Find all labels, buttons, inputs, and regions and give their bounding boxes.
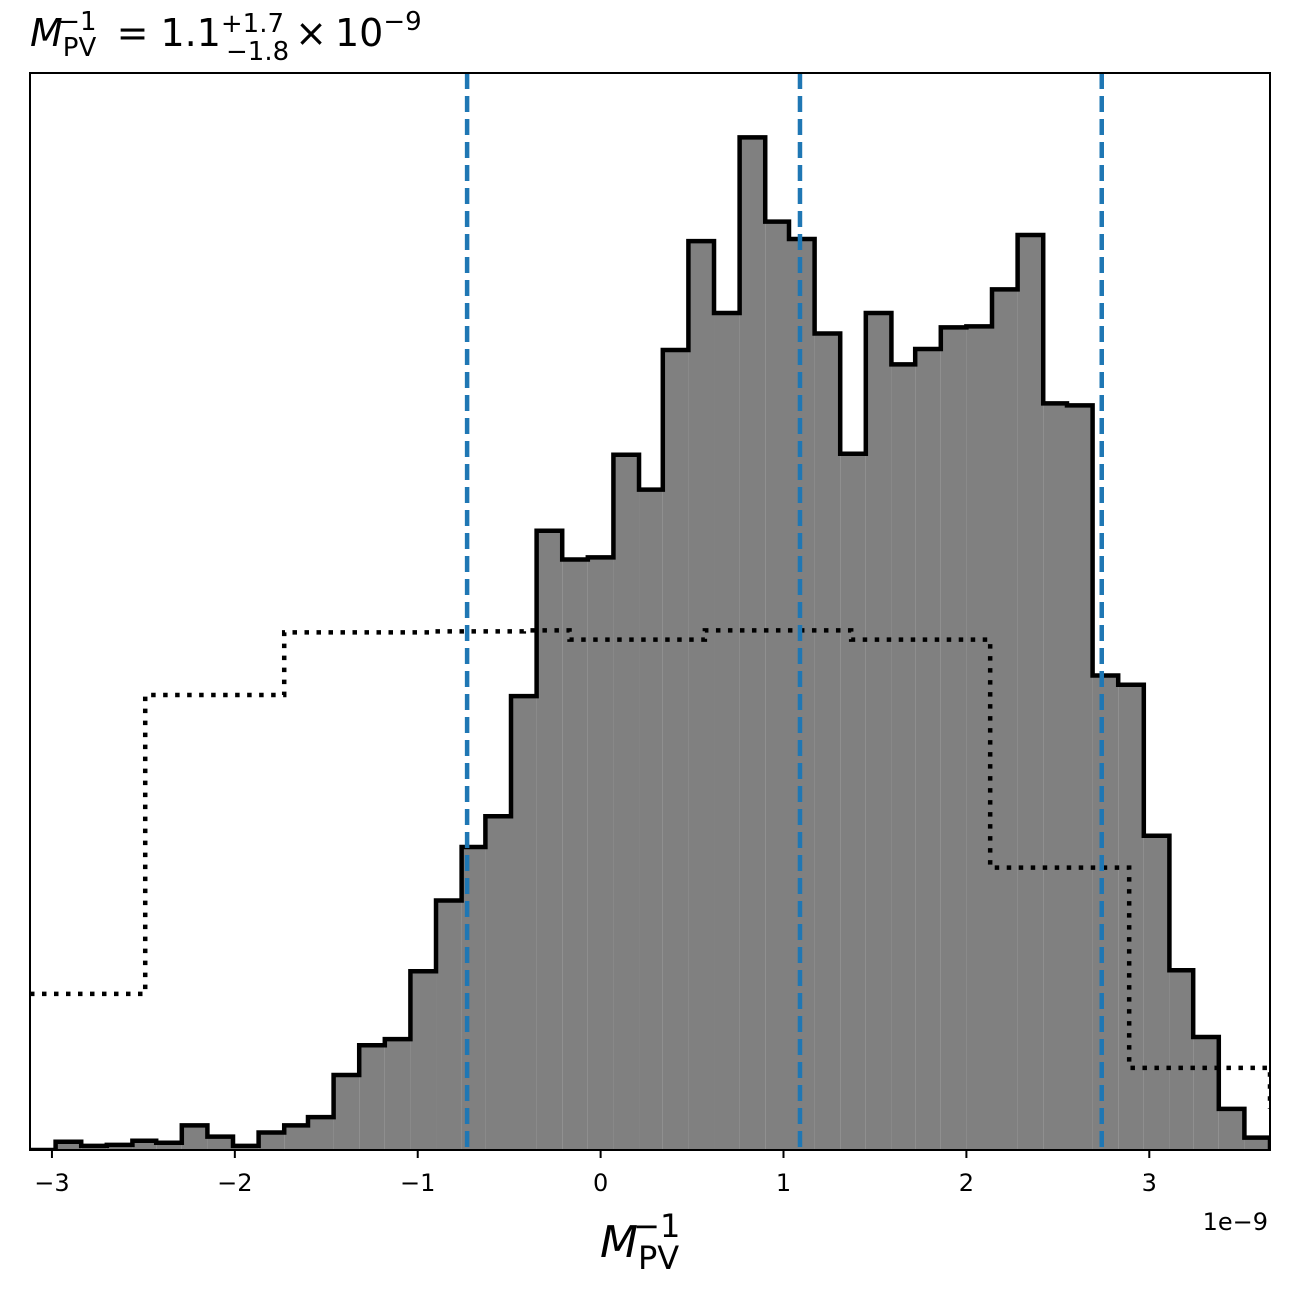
posterior-bar xyxy=(765,221,789,1150)
posterior-bar xyxy=(258,1132,285,1150)
posterior-bar xyxy=(1244,1137,1270,1150)
title-power-exponent: −9 xyxy=(383,7,421,37)
posterior-bar xyxy=(132,1140,157,1150)
posterior-bar xyxy=(1169,970,1194,1150)
posterior-bar xyxy=(436,900,462,1150)
chart-title: MPV−1 = 1.1+1.7 −1.8 × 10−9 xyxy=(30,7,422,67)
x-tick-label: 1 xyxy=(776,1169,791,1197)
x-tick-label: −1 xyxy=(400,1169,435,1197)
posterior-bar xyxy=(940,327,967,1150)
plot-area xyxy=(30,73,1270,1150)
x-axis-label: MPV−1 xyxy=(600,1207,680,1277)
posterior-bar xyxy=(106,1144,133,1150)
x-tick-label: 3 xyxy=(1142,1169,1157,1197)
posterior-bar xyxy=(55,1141,82,1150)
posterior-bar xyxy=(1092,675,1119,1150)
x-tick-label: 2 xyxy=(959,1169,974,1197)
posterior-bar xyxy=(307,1117,334,1150)
posterior-bar xyxy=(511,696,537,1150)
posterior-bar xyxy=(384,1039,411,1150)
title-lower-error: −1.8 xyxy=(226,37,289,67)
posterior-bar xyxy=(1218,1108,1245,1150)
posterior-bar xyxy=(1066,405,1093,1150)
posterior-bar xyxy=(662,349,689,1150)
x-offset-text: 1e−9 xyxy=(1203,1208,1268,1236)
xlabel-superscript: −1 xyxy=(633,1207,680,1245)
posterior-bar xyxy=(639,489,663,1150)
title-subscript: PV xyxy=(63,33,97,63)
axes-frame xyxy=(29,72,1271,1151)
posterior-bar xyxy=(1193,1037,1219,1150)
posterior-bar xyxy=(966,326,993,1150)
posterior-bar xyxy=(536,530,563,1150)
title-equals: = xyxy=(117,11,149,55)
posterior-bar xyxy=(359,1045,385,1150)
posterior-bar xyxy=(181,1125,208,1150)
posterior-bar xyxy=(207,1136,234,1150)
posterior-bar xyxy=(562,559,588,1150)
posterior-bar xyxy=(1143,835,1170,1150)
posterior-bar xyxy=(1017,234,1044,1150)
posterior-bar xyxy=(284,1125,308,1150)
xlabel-subscript: PV xyxy=(638,1239,679,1277)
title-power-base: 10 xyxy=(335,11,383,55)
title-times: × xyxy=(295,11,327,55)
posterior-bar xyxy=(891,364,916,1150)
title-upper-error: +1.7 xyxy=(221,9,284,39)
posterior-bar xyxy=(814,333,841,1150)
posterior-bar xyxy=(333,1075,360,1150)
posterior-bar xyxy=(688,241,715,1150)
posterior-bar xyxy=(156,1142,182,1150)
posterior-outline xyxy=(30,135,1270,1150)
posterior-bar xyxy=(840,453,866,1150)
title-superscript: −1 xyxy=(58,7,96,37)
posterior-bar xyxy=(613,454,640,1150)
title-value: 1.1 xyxy=(160,11,220,55)
xlabel-symbol: M xyxy=(600,1217,638,1268)
x-tick-label: 0 xyxy=(593,1169,608,1197)
posterior-bar xyxy=(485,816,512,1150)
posterior-bar xyxy=(992,289,1018,1150)
posterior-bar xyxy=(915,348,941,1150)
title-symbol: M xyxy=(30,11,63,55)
prior-outline xyxy=(30,628,1270,1109)
x-tick-label: −3 xyxy=(34,1169,69,1197)
posterior-bar xyxy=(410,971,437,1150)
posterior-bar xyxy=(587,557,614,1150)
x-tick-label: −2 xyxy=(217,1169,252,1197)
posterior-bar xyxy=(739,137,766,1150)
posterior-bar xyxy=(865,312,892,1150)
posterior-bar xyxy=(1043,403,1067,1150)
posterior-bar xyxy=(714,312,740,1150)
